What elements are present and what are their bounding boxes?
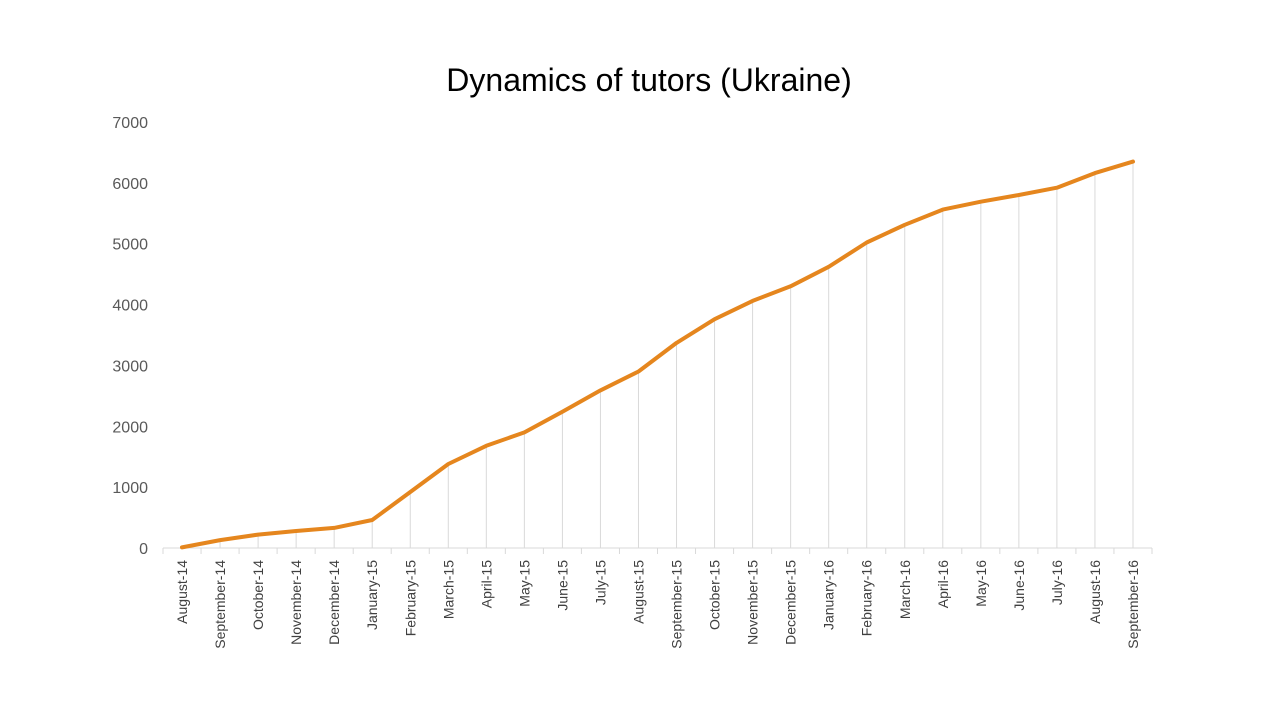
series [180, 159, 1135, 550]
x-tick-label: November-15 [745, 560, 761, 645]
x-axis-ticks: August-14 September-14 October-14 November-… [174, 560, 1141, 649]
y-tick-label: 6000 [112, 176, 148, 193]
x-tick-label: June-15 [554, 560, 570, 611]
x-tick-label: March-16 [897, 560, 913, 619]
y-tick-label: 7000 [112, 115, 148, 132]
y-tick-label: 0 [139, 541, 148, 558]
x-tick-label: January-16 [821, 560, 837, 630]
x-tick-label: April-15 [478, 560, 494, 608]
x-tick-label: September-15 [669, 560, 685, 649]
x-tick-label: February-16 [859, 560, 875, 636]
x-tick-label: April-16 [935, 560, 951, 608]
chart-title: Dynamics of tutors (Ukraine) [446, 62, 852, 98]
axes [162, 547, 1153, 554]
x-tick-label: October-14 [250, 560, 266, 630]
x-tick-label: May-16 [973, 560, 989, 607]
x-tick-label: June-16 [1011, 560, 1027, 611]
x-tick-label: January-15 [364, 560, 380, 630]
x-tick-label: September-16 [1125, 560, 1141, 649]
grid-lines [181, 161, 1134, 548]
x-tick-label: August-16 [1087, 560, 1103, 624]
y-tick-label: 5000 [112, 237, 148, 254]
x-tick-label: August-14 [174, 560, 190, 624]
x-tick-label: March-15 [440, 560, 456, 619]
y-tick-label: 4000 [112, 298, 148, 315]
x-tick-label: November-14 [288, 560, 304, 645]
x-tick-label: December-14 [326, 560, 342, 645]
series-line [180, 159, 1135, 550]
y-tick-label: 1000 [112, 480, 148, 497]
y-tick-label: 3000 [112, 358, 148, 375]
x-tick-label: July-16 [1049, 560, 1065, 605]
x-tick-label: May-15 [516, 560, 532, 607]
y-tick-label: 2000 [112, 419, 148, 436]
x-tick-label: December-15 [783, 560, 799, 645]
x-tick-label: February-15 [402, 560, 418, 636]
x-tick-label: July-15 [592, 560, 608, 605]
x-tick-label: September-14 [212, 560, 228, 649]
y-axis-ticks: 0 1000 2000 3000 4000 5000 6000 7000 [112, 115, 148, 558]
x-tick-label: October-15 [707, 560, 723, 630]
x-tick-label: August-15 [630, 560, 646, 624]
